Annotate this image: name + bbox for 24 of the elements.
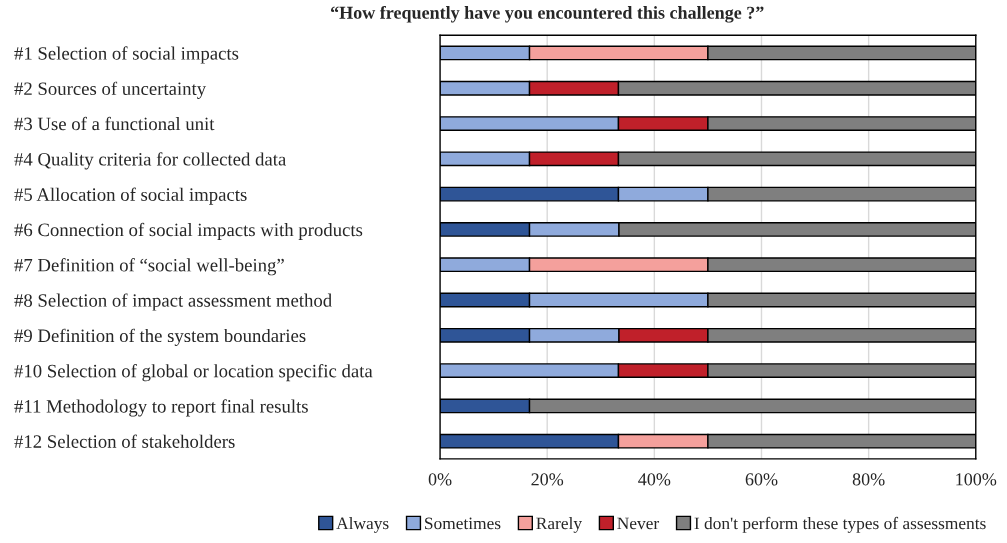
x-tick-label: 80% — [852, 473, 885, 486]
legend-label: Rarely — [536, 517, 582, 533]
y-tick-label: #6 Connection of social impacts with products — [14, 222, 363, 241]
x-tick-label: 60% — [745, 473, 778, 486]
legend-label: I don't perform these types of assessments — [694, 516, 986, 533]
y-tick-label: #4 Quality criteria for collected data — [14, 152, 287, 170]
legend-label: Always — [336, 517, 389, 533]
x-tick-label: 40% — [638, 473, 671, 486]
legend-label: Never — [617, 517, 660, 530]
y-tick-label: #2 Sources of uncertainty — [14, 81, 207, 99]
y-tick-label: #8 Selection of impact assessment method — [14, 293, 332, 311]
legend-label: Sometimes — [425, 517, 501, 530]
y-tick-label: #10 Selection of global or location specific data — [14, 364, 373, 382]
y-tick-label: #7 Definition of “social well-being” — [14, 258, 284, 276]
chart-title: “How frequently have you encountered this challenge ?” — [330, 5, 764, 23]
y-tick-label: #5 Allocation of social impacts — [14, 187, 247, 205]
x-tick-label: 20% — [531, 473, 564, 486]
y-tick-label: #9 Definition of the system boundaries — [14, 328, 306, 346]
y-tick-label: #12 Selection of stakeholders — [14, 434, 235, 448]
y-tick-label: #1 Selection of social impacts — [14, 46, 239, 64]
y-tick-label: #3 Use of a functional unit — [14, 116, 215, 131]
x-tick-label: 0% — [428, 473, 452, 486]
y-tick-label: #11 Methodology to report final results — [14, 399, 308, 417]
x-tick-label: 100% — [956, 473, 997, 486]
